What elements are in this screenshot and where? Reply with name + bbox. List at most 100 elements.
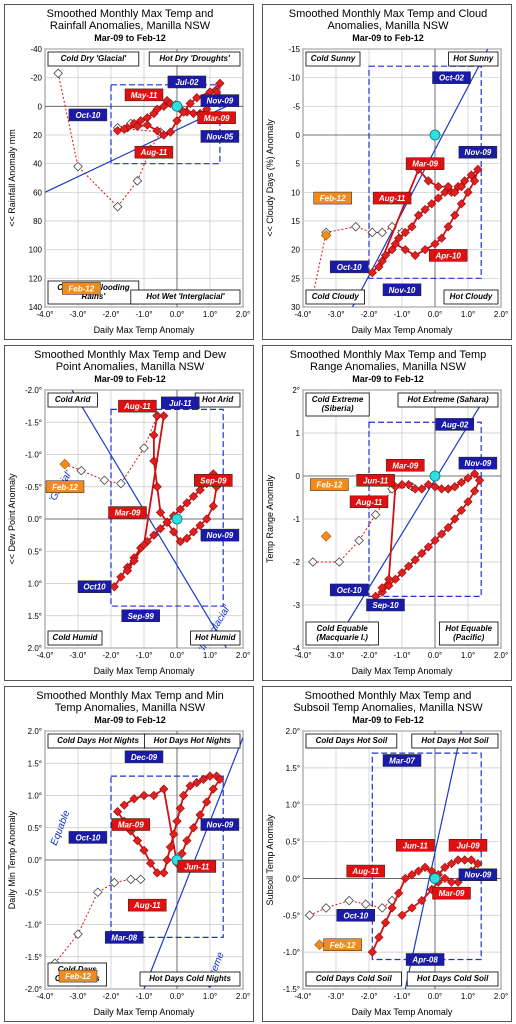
series-point: [466, 855, 476, 865]
dotted-point: [125, 874, 136, 885]
x-tick-label: -4.0°: [295, 992, 312, 1001]
series-point: [159, 101, 169, 111]
x-tick-label: 1.0°: [461, 310, 475, 319]
series-point: [377, 583, 387, 593]
series-point: [149, 530, 159, 540]
x-axis-label: Daily Max Temp Anomaly: [352, 325, 453, 335]
callout-label: Nov-09: [207, 531, 234, 540]
trend-line: [404, 731, 462, 989]
callout-label: Oct-10: [337, 586, 362, 595]
series-point: [149, 430, 159, 440]
quadrant-label: Cold Arid: [55, 395, 92, 404]
callout-box: [197, 111, 236, 125]
quadrant-label: Cold Sunny: [311, 54, 356, 63]
y-tick-label: -2.0°: [25, 386, 42, 395]
series-point: [407, 870, 417, 880]
quadrant-label: Cold Extreme: [312, 395, 364, 404]
quadrant-box: [190, 630, 241, 646]
y-axis-label: Subsoil Temp Anomaly: [265, 814, 275, 905]
callout-label: Mar-08: [111, 933, 137, 942]
x-tick-label: 2.0°: [494, 310, 508, 319]
callout-label: Nov-10: [389, 286, 416, 295]
series-point: [195, 485, 205, 495]
quadrant-box: [144, 733, 241, 749]
callout-label: Jun-11: [403, 841, 429, 850]
callout-label: Nov-09: [207, 821, 234, 830]
series-point: [390, 239, 400, 249]
y-tick-label: 2.0°: [28, 644, 42, 653]
series-point: [420, 204, 430, 215]
callout-box: [432, 71, 471, 84]
quadrant-box: [411, 733, 499, 749]
chart-title: Smoothed Monthly Max Temp and: [305, 690, 472, 702]
quadrant-label: Hot Equable: [445, 624, 492, 633]
callout-label: Feb-12: [52, 483, 78, 492]
current-point: [429, 129, 441, 141]
series-point: [192, 778, 202, 788]
x-tick-label: -4.0°: [37, 651, 54, 660]
callout-box: [349, 495, 389, 509]
callout-label: Nov-09: [465, 871, 492, 880]
series-point: [129, 794, 139, 804]
dotted-point: [344, 895, 355, 906]
series-point: [417, 548, 427, 558]
quadrant-box: [305, 51, 361, 67]
callout-label: Mar-09: [439, 889, 465, 898]
callout-box: [128, 898, 167, 912]
chart-panel: Smoothed Monthly Max Temp and Temp Range …: [262, 345, 512, 681]
current-point: [171, 100, 183, 112]
callout-label: Apr-08: [411, 956, 438, 965]
series-point: [463, 473, 473, 483]
y-tick-label: 40: [33, 160, 42, 169]
quadrant-box: [305, 971, 402, 987]
callout-label: Aug-11: [123, 402, 151, 411]
callout-label: Jul-11: [169, 399, 192, 408]
callout-label: Oct10: [83, 583, 106, 592]
y-tick-label: 2.0°: [28, 727, 42, 736]
y-tick-label: 1.5°: [28, 759, 42, 768]
chart-subtitle: Mar-09 to Feb-12: [352, 715, 424, 725]
series-point: [407, 222, 417, 232]
series-point: [394, 233, 404, 243]
chart-title: Point Anomalies, Manilla NSW: [56, 361, 205, 373]
series-point: [162, 517, 172, 527]
chart-svg: Smoothed Monthly Max Temp and CloudAnoma…: [265, 8, 508, 335]
quadrant-label: Hot Days Cold Soil: [417, 974, 489, 983]
y-tick-label: 5: [296, 160, 301, 169]
callout-box: [161, 396, 200, 410]
series-point: [192, 93, 202, 103]
current-point: [429, 470, 441, 482]
x-tick-label: 1.0°: [461, 992, 475, 1001]
series-point: [404, 480, 414, 490]
chart-title: Range Anomalies, Manilla NSW: [310, 361, 467, 373]
series-point: [470, 469, 480, 479]
reference-box: [110, 775, 224, 939]
callout-box: [200, 94, 240, 107]
callout-box: [134, 145, 174, 159]
series-point: [387, 903, 397, 913]
callout-label: Sep-10: [372, 601, 399, 610]
series-point: [149, 790, 159, 801]
x-tick-label: -2.0°: [103, 651, 120, 660]
chart-subtitle: Mar-09 to Feb-12: [352, 33, 424, 43]
x-tick-label: 1.0°: [203, 310, 217, 319]
callout-box: [448, 839, 488, 852]
quadrant-label: Cold Days Hot Soil: [316, 736, 388, 745]
callout-label: Sep-09: [200, 476, 227, 485]
y-tick-label: -1.0°: [25, 921, 42, 930]
series-point: [146, 858, 156, 868]
series-point: [179, 107, 189, 117]
current-point: [171, 513, 183, 525]
y-tick-label: 15: [291, 217, 300, 226]
series-point: [155, 507, 166, 518]
dotted-point: [334, 557, 345, 567]
callout-box: [428, 249, 468, 262]
reference-box: [368, 65, 482, 279]
x-tick-label: -2.0°: [103, 310, 120, 319]
y-tick-label: -1: [293, 515, 301, 524]
callout-label: Jul-02: [175, 78, 199, 87]
chart-panel: Smoothed Monthly Max Temp and Subsoil Tem…: [262, 686, 512, 1022]
quadrant-box: [397, 392, 499, 408]
callout-box: [121, 609, 160, 622]
quadrant-box: [406, 971, 499, 987]
